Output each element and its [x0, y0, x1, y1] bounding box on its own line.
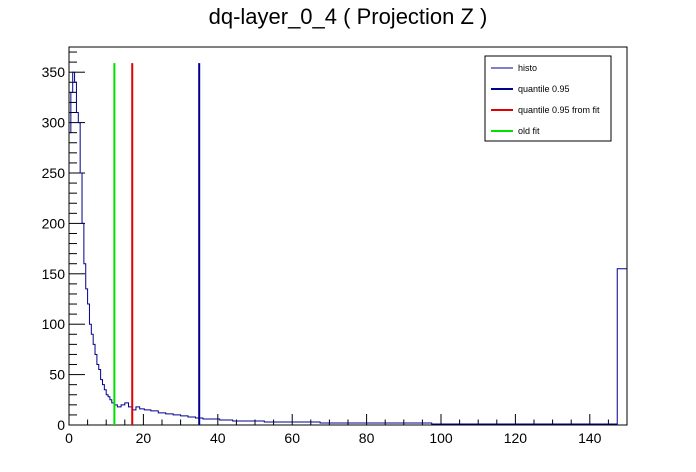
x-tick-label: 40: [210, 430, 226, 446]
series-histo: [69, 71, 627, 425]
x-tick-label: 80: [359, 430, 375, 446]
y-tick-label: 150: [42, 266, 66, 282]
y-tick-label: 0: [57, 417, 65, 433]
legend-box: [484, 55, 612, 142]
quantile-markers: [113, 63, 201, 425]
y-tick-label: 50: [49, 367, 65, 383]
x-tick-label: 60: [284, 430, 300, 446]
x-tick-label: 100: [429, 430, 453, 446]
legend-entry: old fit: [518, 126, 540, 136]
legend-entry: histo: [518, 63, 537, 73]
x-tick-label: 120: [504, 430, 528, 446]
legend: histo quantile 0.95 quantile 0.95 from fit…: [484, 55, 612, 142]
histogram-series: [69, 71, 627, 425]
y-tick-label: 100: [42, 316, 66, 332]
legend-entry: quantile 0.95: [518, 84, 570, 94]
y-tick-label: 250: [42, 165, 66, 181]
y-tick-label: 200: [42, 215, 66, 231]
x-tick-label: 0: [65, 430, 73, 446]
y-axis: 0 50 100 150 200 250 300 350: [42, 51, 85, 433]
x-tick-label: 140: [578, 430, 602, 446]
x-axis: 0 20 40 60 80 100 120 140: [65, 414, 628, 446]
x-tick-label: 20: [136, 430, 152, 446]
chart-title: dq-layer_0_4 ( Projection Z ): [209, 4, 488, 29]
y-tick-label: 350: [42, 64, 66, 80]
y-tick-label: 300: [42, 115, 66, 131]
legend-entry: quantile 0.95 from fit: [518, 105, 600, 115]
